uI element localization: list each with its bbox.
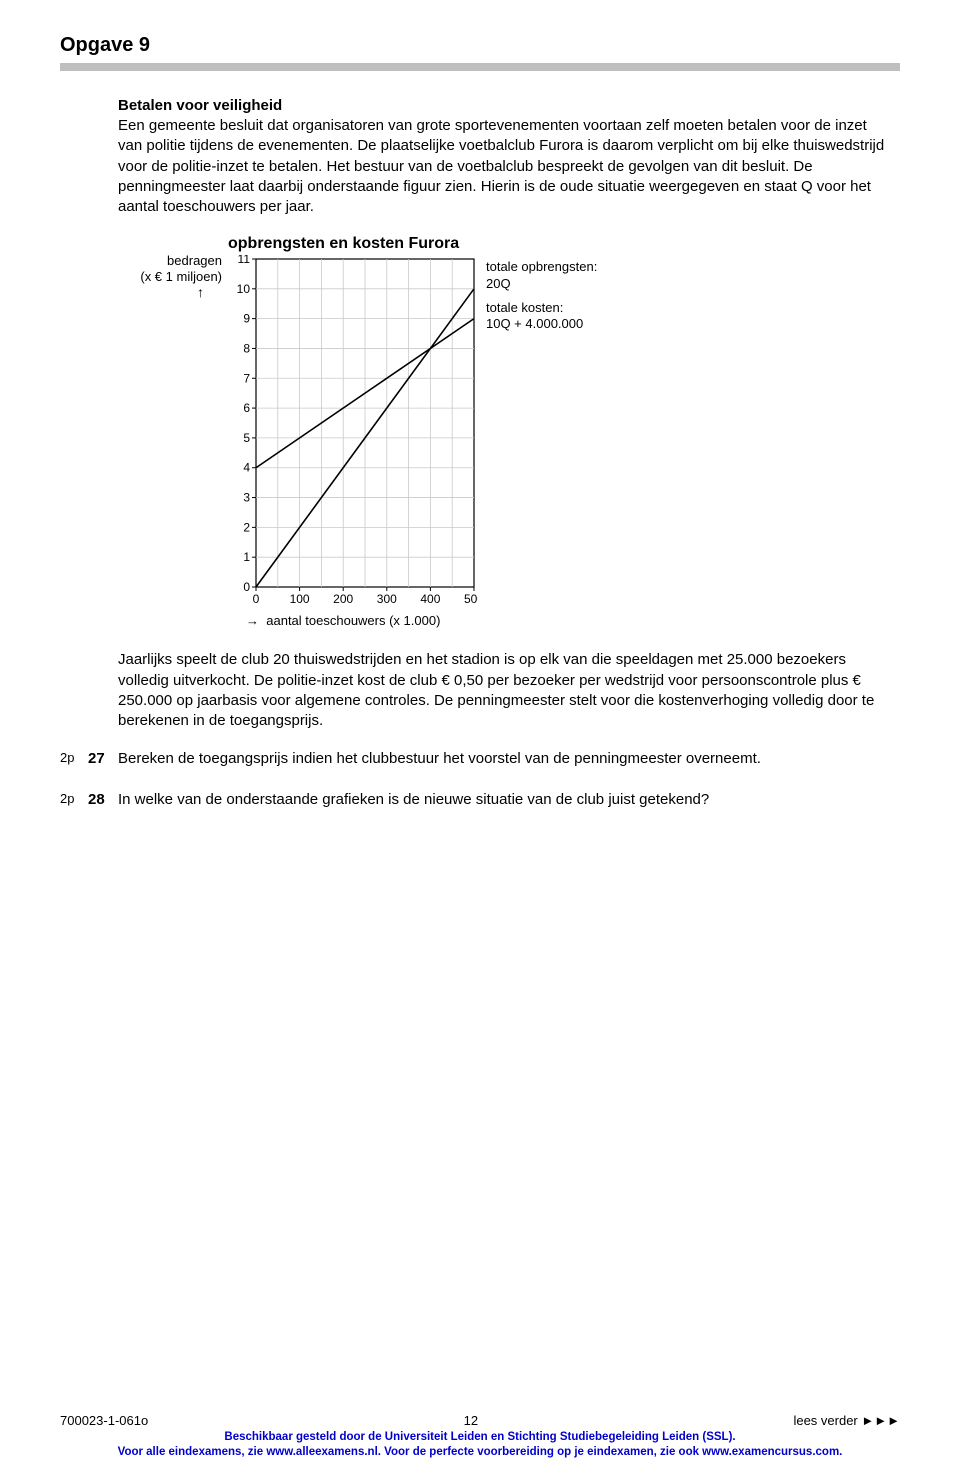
chart-svg-container: 0 1 2 3 4 5 6 7 8 9 10 11 0 100 200 300 400 500 → aantal …	[228, 255, 478, 628]
svg-text:100: 100	[290, 592, 310, 606]
svg-text:9: 9	[243, 312, 250, 326]
svg-text:11: 11	[238, 255, 251, 266]
legend-cost-line1: totale kosten:	[486, 300, 597, 316]
svg-text:8: 8	[243, 342, 250, 356]
arrow-right-icon: →	[228, 613, 263, 628]
question-number: 28	[88, 790, 118, 810]
chart-title: opbrengsten en kosten Furora	[228, 235, 900, 253]
yaxis-label-line1: bedragen	[167, 253, 222, 268]
xaxis-label: → aantal toeschouwers (x 1.000)	[228, 613, 478, 628]
intro-paragraph: Een gemeente besluit dat organisatoren v…	[118, 116, 890, 217]
footer-pagenum: 12	[464, 1413, 478, 1428]
chart-svg: 0 1 2 3 4 5 6 7 8 9 10 11 0 100 200 300 400 500	[228, 255, 478, 607]
svg-text:3: 3	[243, 491, 250, 505]
svg-text:200: 200	[333, 592, 353, 606]
svg-text:1: 1	[243, 550, 250, 564]
question-points: 2p	[60, 749, 88, 769]
svg-text:0: 0	[253, 592, 260, 606]
paragraph-2: Jaarlijks speelt de club 20 thuiswedstri…	[118, 650, 890, 731]
chart-block: opbrengsten en kosten Furora bedragen (x…	[118, 235, 900, 628]
question-row: 2p 27 Bereken de toegangsprijs indien he…	[60, 749, 900, 769]
svg-text:2: 2	[243, 521, 250, 535]
svg-text:6: 6	[243, 401, 250, 415]
yaxis-label-line2: (x € 1 miljoen)	[140, 269, 222, 284]
svg-text:7: 7	[243, 372, 250, 386]
page-title: Opgave 9	[60, 34, 900, 57]
section-subheading: Betalen voor veiligheid	[118, 97, 890, 114]
arrow-up-icon: ↑	[118, 284, 222, 301]
question-number: 27	[88, 749, 118, 769]
yaxis-label: bedragen (x € 1 miljoen) ↑	[118, 253, 228, 301]
question-row: 2p 28 In welke van de onderstaande grafi…	[60, 790, 900, 810]
svg-text:4: 4	[243, 461, 250, 475]
question-text: Bereken de toegangsprijs indien het club…	[118, 749, 890, 769]
legend-revenue-line1: totale opbrengsten:	[486, 259, 597, 275]
question-points: 2p	[60, 790, 88, 810]
svg-text:0: 0	[243, 580, 250, 594]
svg-text:500: 500	[464, 592, 478, 606]
svg-text:5: 5	[243, 431, 250, 445]
svg-text:10: 10	[237, 282, 251, 296]
chart-legend: totale opbrengsten: 20Q totale kosten: 1…	[478, 255, 597, 332]
footer-docid: 700023-1-061o	[60, 1413, 148, 1428]
page-footer: 700023-1-061o 12 lees verder ►►► Beschik…	[0, 1413, 960, 1460]
footer-continue: lees verder ►►►	[793, 1413, 900, 1428]
question-text: In welke van de onderstaande grafieken i…	[118, 790, 890, 810]
svg-text:400: 400	[420, 592, 440, 606]
footer-credit-line1: Beschikbaar gesteld door de Universiteit…	[0, 1430, 960, 1445]
svg-text:300: 300	[377, 592, 397, 606]
legend-cost-line2: 10Q + 4.000.000	[486, 316, 597, 332]
xaxis-label-text: aantal toeschouwers (x 1.000)	[266, 613, 440, 628]
divider-bar	[60, 63, 900, 71]
legend-revenue-line2: 20Q	[486, 276, 597, 292]
footer-credit-line2: Voor alle eindexamens, zie www.alleexame…	[0, 1445, 960, 1460]
